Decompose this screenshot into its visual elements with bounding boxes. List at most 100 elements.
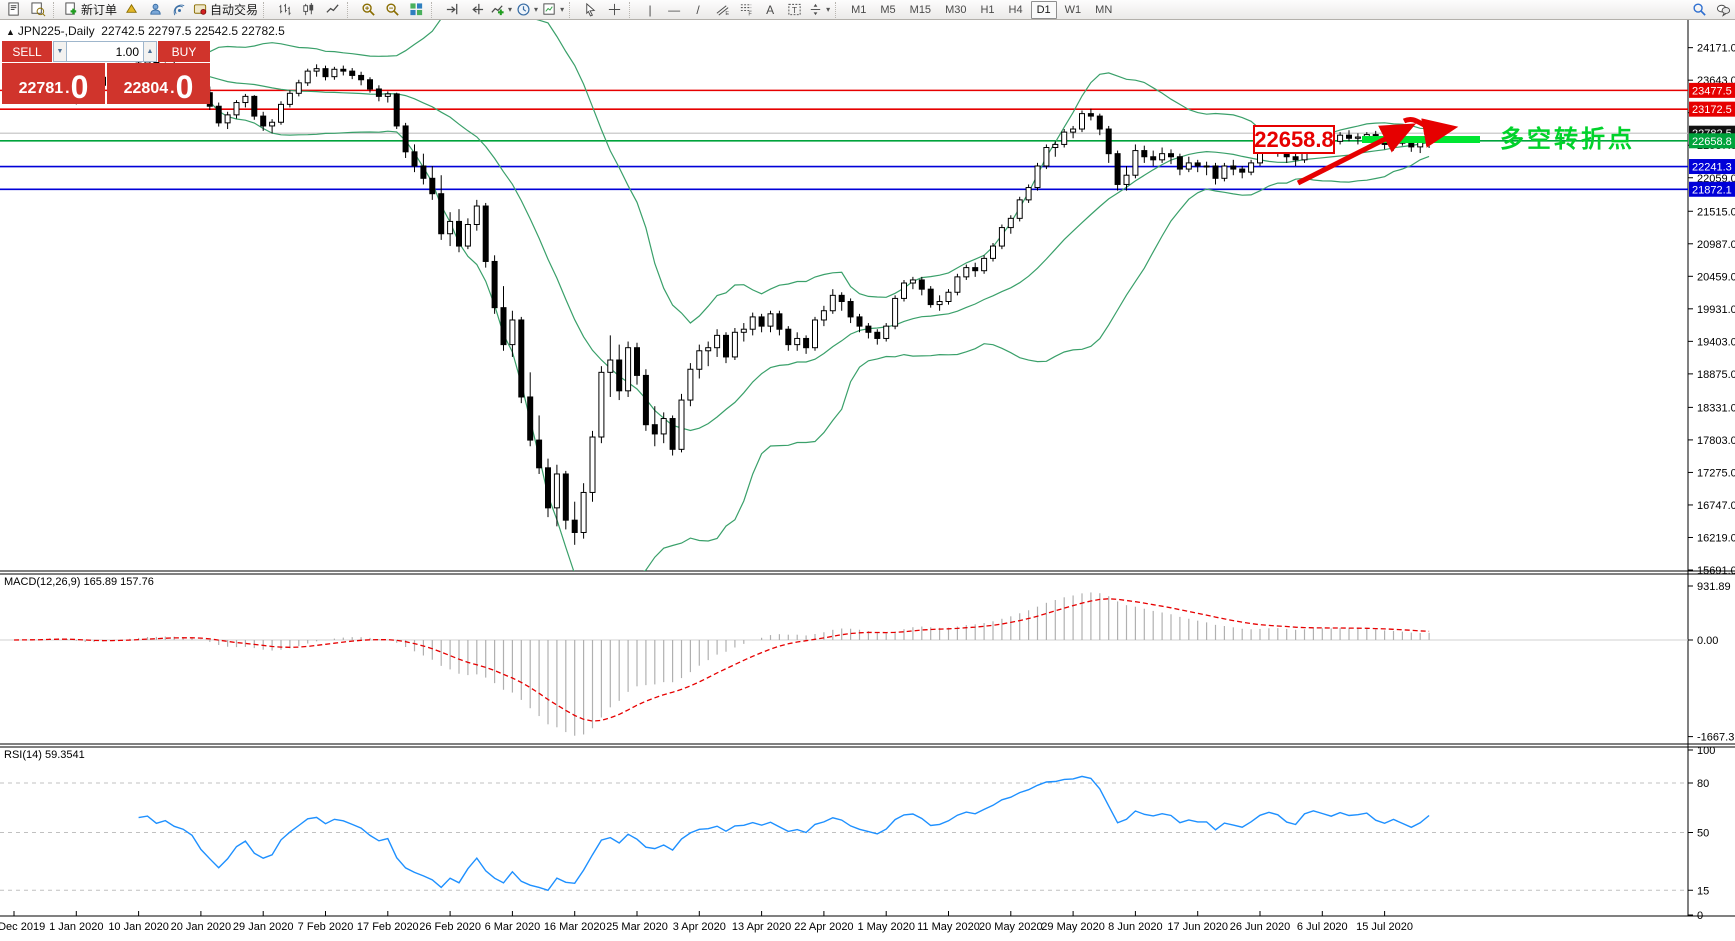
timeframe-m5[interactable]: M5 [880, 3, 896, 16]
candle [1426, 132, 1433, 137]
trendline-tool-icon: / [696, 2, 700, 17]
candle [1248, 162, 1255, 173]
candle [491, 260, 498, 309]
timeframe-m15[interactable]: M15 [909, 3, 932, 16]
timeframe-h4[interactable]: H4 [1008, 3, 1023, 16]
candle [518, 319, 525, 398]
candle [927, 288, 934, 306]
date-axis-label: 25 Mar 2020 [606, 921, 668, 933]
price-level-annotation[interactable]: 22658.8 [1253, 125, 1335, 154]
candle [1212, 165, 1219, 179]
arrows-tool-menu[interactable]: ▾ [806, 1, 832, 19]
timeframe-d1[interactable]: D1 [1030, 0, 1057, 19]
candle [527, 396, 534, 441]
date-axis-label: 17 Feb 2020 [357, 921, 419, 933]
date-axis-label: 13 Apr 2020 [732, 921, 791, 933]
bollinger-lower [183, 92, 1430, 571]
chart-title: ▲ JPN225-,Daily 22742.5 22797.5 22542.5 2… [6, 24, 285, 38]
rsi-axis-label: 0 [1697, 910, 1703, 922]
timeframe-m30[interactable]: M30 [945, 3, 967, 16]
candle [1025, 187, 1032, 201]
rsi-line [138, 775, 1430, 892]
rsi-axis-label: 15 [1697, 885, 1709, 897]
candle [260, 115, 267, 127]
one-click-trading-panel: SELL ▼ ▲ BUY 22781.0 22804.0 [2, 41, 210, 104]
horizontal-line-tool-icon[interactable]: — [662, 1, 686, 19]
candle [1141, 150, 1148, 158]
price-badge-label: 23477.5 [1692, 85, 1732, 97]
timeframe-mn[interactable]: MN [1095, 3, 1113, 16]
trend-arrow-up [1296, 123, 1417, 186]
periods-menu[interactable]: ▾ [514, 1, 540, 19]
horizontal-line-tool-icon: — [668, 2, 681, 17]
vertical-line-tool-icon[interactable]: | [638, 1, 662, 19]
sell-button[interactable]: SELL [2, 41, 53, 62]
candle [393, 93, 400, 127]
candle [1043, 147, 1050, 167]
candle [642, 374, 649, 426]
date-axis-label: 8 Jun 2020 [1108, 921, 1162, 933]
candle [892, 297, 899, 327]
support-highlight-bar [1362, 136, 1480, 143]
price-axis-label: 17803.0 [1697, 435, 1735, 447]
timeframe-m1[interactable]: M1 [851, 3, 867, 16]
candle [536, 439, 543, 469]
candle [545, 467, 551, 509]
sell-price[interactable]: 22781. 0 [2, 63, 105, 104]
candle [990, 245, 996, 259]
candle [304, 70, 311, 84]
volume-decrease-button[interactable]: ▼ [53, 41, 67, 62]
price-badge-label: 21872.1 [1692, 184, 1732, 196]
rsi-axis-label: 80 [1697, 778, 1709, 790]
candle [1230, 165, 1237, 170]
candle [767, 313, 774, 327]
timeframe-h1[interactable]: H1 [980, 3, 995, 16]
auto-trading-button[interactable]: 自动交易 [191, 1, 260, 19]
trendline-tool-icon[interactable]: / [686, 1, 710, 19]
price-axis-label: 16219.0 [1697, 532, 1735, 544]
vertical-line-tool-icon: | [648, 2, 652, 17]
toolbar-separator [569, 1, 575, 18]
candle [331, 68, 338, 78]
price-badge-label: 22241.3 [1692, 162, 1732, 174]
new-order-button[interactable]: 新订单 [62, 1, 119, 19]
candle [420, 165, 427, 179]
date-axis-label: 26 Feb 2020 [419, 921, 481, 933]
candle [1176, 156, 1183, 170]
candle [456, 220, 462, 247]
price-axis-label: 22059.0 [1697, 173, 1735, 185]
date-axis-label: 10 Jan 2020 [108, 921, 169, 933]
price-badge-label: 22658.8 [1692, 136, 1732, 148]
candle [651, 424, 658, 435]
candle [972, 267, 979, 272]
panel-toggle-arrow[interactable]: ▲ [6, 27, 15, 37]
macd-label: MACD(12,26,9) 165.89 157.76 [4, 576, 154, 588]
price-axis-label: 20459.0 [1697, 271, 1735, 283]
candle [758, 316, 765, 327]
candle [1007, 217, 1014, 229]
candle [803, 337, 810, 349]
timeframe-w1[interactable]: W1 [1064, 3, 1082, 16]
price-axis-label: 24171.0 [1697, 43, 1735, 55]
candle [687, 368, 694, 401]
buy-price[interactable]: 22804. 0 [107, 63, 210, 104]
volume-increase-button[interactable]: ▲ [143, 41, 157, 62]
text-tool-icon[interactable]: A [758, 1, 782, 19]
volume-input[interactable] [67, 41, 143, 62]
candle [1203, 165, 1210, 168]
candle [1034, 165, 1041, 189]
add-indicator-menu[interactable]: ▾ [488, 1, 514, 19]
buy-button[interactable]: BUY [157, 41, 210, 62]
candle [883, 325, 890, 339]
date-axis-label: 29 Jan 2020 [233, 921, 294, 933]
templates-menu[interactable]: ▾ [540, 1, 566, 19]
candle [838, 294, 845, 302]
new-order-button-label: 新订单 [81, 3, 118, 17]
candle [1194, 162, 1201, 167]
candle [313, 68, 320, 72]
candle [571, 519, 578, 533]
candle [1087, 113, 1094, 117]
trend-arrow-right [1402, 117, 1459, 148]
candle [580, 491, 587, 533]
